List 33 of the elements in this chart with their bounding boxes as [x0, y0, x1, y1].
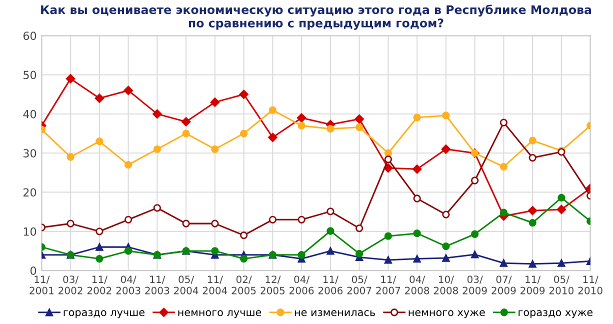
x-tick-label: 11/ 2003	[145, 276, 170, 294]
x-tick-label: 12/ 2005	[260, 276, 285, 294]
x-tick-label: 04/ 2008	[405, 276, 430, 294]
legend-label: гораздо лучше	[64, 310, 144, 318]
y-tick-label: 40	[23, 110, 36, 118]
y-tick-label: 60	[23, 32, 36, 40]
x-tick-label: 05/ 2007	[347, 276, 372, 294]
y-tick-label: 50	[24, 70, 36, 80]
x-tick-label: 05/ 2004	[174, 276, 198, 294]
y-tick-label: 30	[24, 149, 36, 158]
x-tick-label: 03/ 2002	[58, 276, 82, 294]
y-tick-label: 0	[30, 266, 36, 275]
x-tick-label: 04/ 2003	[116, 276, 140, 294]
x-tick-label: 07/ 2009	[492, 276, 516, 294]
x-tick-label: 11/ 2004	[202, 276, 228, 294]
legend-label: гораздо хуже	[518, 310, 593, 318]
x-tick-label: 10/ 2008	[434, 276, 458, 294]
x-tick-label: 11/ 2009	[520, 276, 545, 294]
legend-label: немного хуже	[408, 310, 485, 318]
x-tick-label: 11/ 2006	[318, 276, 343, 294]
legend-label: не изменилась	[294, 310, 375, 316]
y-tick-label: 10	[24, 227, 36, 236]
x-tick-label: 11/ 2002	[87, 276, 112, 294]
x-tick-label: 05/ 2010	[549, 276, 574, 294]
x-tick-label: 02/ 2005	[232, 276, 256, 294]
x-tick-label: 03/ 2009	[462, 276, 487, 294]
y-tick-label: 20	[24, 188, 36, 197]
chart-title: Как вы оцениваете экономическую ситуацию этого года в Республике Молдова по сравнению с предыдущим годом?	[41, 4, 592, 30]
x-tick-label: 11/ 2001	[30, 276, 54, 294]
x-tick-label: 11/ 2007	[376, 276, 400, 294]
x-tick-label: 04/ 2006	[290, 276, 314, 294]
legend-label: немного лучше	[178, 310, 262, 318]
x-tick-label: 11/ 2010	[578, 276, 602, 294]
